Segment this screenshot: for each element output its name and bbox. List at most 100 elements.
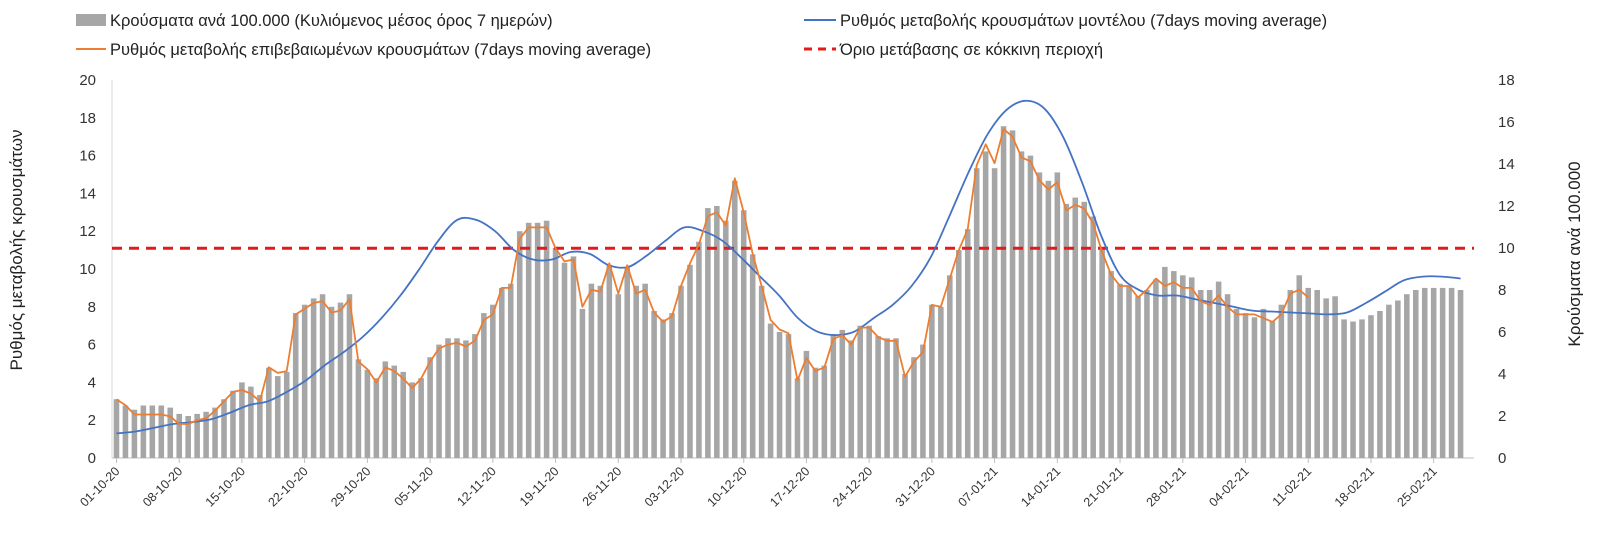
bar (955, 250, 962, 458)
bar (472, 334, 478, 458)
bar (1206, 290, 1213, 458)
x-tick-label: 01-10-20 (77, 464, 122, 509)
bar (1448, 287, 1455, 458)
bar (982, 151, 989, 458)
bar (991, 168, 998, 458)
bar (328, 306, 335, 458)
bar (1323, 298, 1329, 458)
bar (1188, 277, 1195, 458)
bar (1063, 203, 1070, 458)
bar (1404, 294, 1410, 458)
bar (1090, 216, 1096, 458)
x-tick-label: 19-11-20 (517, 464, 562, 509)
bar (463, 340, 469, 458)
x-tick-label: 26-11-20 (580, 464, 625, 509)
bar (1081, 201, 1087, 459)
bar (1171, 271, 1177, 458)
left-y-tick-label: 18 (79, 110, 96, 127)
bar (212, 407, 218, 458)
left-y-axis-ticks: 0 2 4 6 8 10 12 14 16 18 20 (79, 72, 96, 467)
bar (194, 413, 200, 458)
bar (176, 413, 182, 458)
right-y-axis-ticks: 0 2 4 6 8 10 12 14 16 18 (1498, 72, 1515, 467)
bar (1000, 126, 1007, 458)
model-rate-series (116, 99, 1461, 435)
bar (400, 371, 406, 458)
bar (499, 287, 505, 458)
bar (373, 378, 380, 458)
bar (606, 264, 613, 458)
bar (1412, 290, 1419, 458)
bar (857, 325, 863, 458)
bar (973, 168, 980, 458)
bar (158, 405, 165, 458)
bar (319, 294, 326, 458)
bar (1359, 319, 1365, 458)
bar (812, 367, 819, 458)
bar (1180, 275, 1186, 458)
bar (642, 283, 648, 458)
bar (427, 357, 433, 458)
bar (731, 180, 738, 459)
bar (767, 323, 774, 458)
bar (149, 405, 156, 458)
left-y-tick-label: 10 (79, 261, 96, 278)
legend-bars-label: Κρούσματα ανά 100.000 (Κυλιόμενος μέσος … (110, 12, 553, 30)
bar (534, 222, 541, 458)
bar (1233, 308, 1240, 458)
right-y-tick-label: 6 (1498, 324, 1506, 341)
bar (1197, 290, 1204, 458)
bar (248, 386, 254, 458)
bar (1126, 285, 1132, 458)
bar (1027, 155, 1034, 458)
bar (669, 313, 675, 458)
bar (445, 338, 451, 458)
left-y-tick-label: 14 (79, 185, 96, 202)
bar (1144, 290, 1150, 458)
bar (579, 308, 586, 458)
bar (1350, 321, 1356, 458)
left-y-tick-label: 12 (79, 223, 96, 240)
bar (436, 344, 442, 458)
x-axis-ticks: 01-10-20 08-10-20 15-10-20 22-10-20 29-10-20… (77, 458, 1440, 510)
bar (355, 359, 362, 458)
bar (1153, 279, 1159, 458)
bar (651, 311, 657, 458)
confirmed-rate-line (116, 128, 1309, 425)
left-y-tick-label: 4 (88, 374, 96, 391)
bar (1072, 197, 1079, 458)
legend-confirmed-label: Ρυθμός μεταβολής επιβεβαιωμένων κρουσμάτ… (110, 41, 651, 59)
bar (1332, 296, 1338, 458)
bar (1018, 151, 1025, 458)
left-y-tick-label: 20 (79, 72, 96, 89)
bar (633, 285, 639, 458)
bar (525, 222, 532, 458)
bar (714, 206, 720, 458)
bar (266, 367, 272, 458)
bar (561, 262, 568, 458)
right-y-tick-label: 10 (1498, 240, 1515, 257)
bar (113, 399, 120, 458)
bar (1386, 304, 1392, 458)
left-y-tick-label: 16 (79, 148, 96, 165)
bar (1045, 180, 1052, 459)
bar (552, 248, 559, 458)
bar (947, 275, 953, 458)
bar (964, 229, 971, 458)
right-axis-label: Κρούσματα ανά 100.000 (1565, 161, 1584, 346)
bar (364, 369, 371, 458)
bar (543, 220, 550, 458)
x-tick-label: 14-01-21 (1018, 464, 1063, 509)
bar (597, 285, 604, 458)
bar (391, 365, 398, 458)
bar (839, 329, 846, 458)
bar (346, 294, 353, 458)
x-tick-label: 11-02-21 (1270, 464, 1315, 509)
x-tick-label: 21-01-21 (1081, 464, 1126, 509)
bar (221, 399, 227, 458)
bar (1162, 266, 1168, 458)
bar (337, 302, 344, 458)
bar (516, 231, 523, 458)
